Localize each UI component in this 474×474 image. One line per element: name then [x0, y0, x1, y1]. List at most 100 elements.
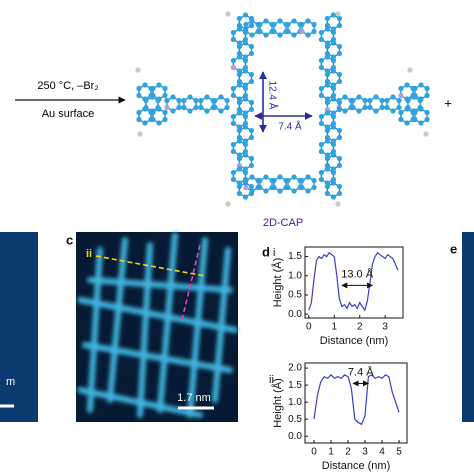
atom: [410, 116, 416, 123]
atom: [236, 99, 242, 106]
atom: [242, 194, 249, 200]
h-atom: [407, 67, 413, 73]
x-tick-label: 0: [306, 322, 312, 333]
atom: [330, 57, 337, 64]
atom: [410, 109, 416, 116]
atom: [398, 116, 404, 123]
atom: [218, 94, 224, 100]
atom: [248, 127, 255, 134]
atom: [187, 108, 193, 114]
y-tick-label: 1.0: [288, 397, 302, 408]
atom: [193, 104, 199, 111]
atom: [424, 85, 430, 92]
atom: [336, 99, 343, 106]
atom: [164, 97, 170, 104]
atom: [390, 108, 396, 114]
atom: [243, 184, 249, 191]
atom: [230, 176, 236, 183]
atom: [299, 21, 305, 28]
atom: [156, 106, 162, 112]
atom: [248, 106, 255, 113]
atom: [336, 155, 343, 162]
atom: [396, 104, 402, 111]
atom: [176, 97, 182, 104]
y-tick-label: 2.0: [288, 363, 302, 374]
atom: [230, 92, 236, 99]
x-tick-label: 0: [311, 447, 317, 458]
stm-strand: [87, 247, 103, 413]
atom: [318, 57, 324, 64]
atom: [150, 116, 156, 123]
conditions: 250 °C, –Br₂: [37, 80, 98, 92]
atom: [248, 50, 255, 57]
x-tick-label: 5: [396, 447, 402, 458]
x-tick-label: 2: [345, 447, 351, 458]
panel-sublabel: ii: [269, 374, 274, 386]
y-axis-label: Height (Å): [271, 378, 284, 428]
atom: [248, 78, 255, 85]
y-tick-label: 1.5: [288, 251, 302, 262]
atom: [236, 155, 242, 162]
atom: [212, 97, 218, 104]
atom: [336, 162, 343, 169]
atom: [263, 18, 269, 24]
atom: [348, 104, 354, 111]
h-atom: [335, 201, 341, 207]
atom: [336, 15, 343, 22]
atom: [170, 108, 176, 114]
panel-sublabel: i: [273, 247, 275, 259]
atom: [242, 57, 249, 64]
atom: [330, 180, 337, 186]
atom: [277, 188, 283, 194]
atom: [142, 82, 148, 88]
atom: [236, 190, 242, 197]
dim-label: 7.4 Å: [278, 120, 302, 133]
atom: [236, 138, 243, 144]
atom: [136, 92, 142, 99]
atom: [271, 177, 277, 184]
atom: [248, 134, 255, 141]
atom: [336, 71, 343, 78]
atom: [242, 12, 249, 18]
x-tick-label: 1: [328, 447, 334, 458]
atom: [249, 32, 255, 38]
atom: [336, 78, 343, 85]
atom: [424, 92, 430, 99]
atom: [318, 120, 324, 127]
atom: [242, 152, 249, 158]
atom: [318, 92, 324, 99]
stm-strand: [77, 387, 203, 418]
atom: [318, 176, 324, 183]
atom: [336, 190, 343, 197]
atom: [362, 97, 368, 104]
atom: [330, 152, 337, 158]
plot-frame: [304, 362, 408, 444]
atom: [348, 97, 354, 104]
profile-line: [95, 255, 206, 277]
atom: [291, 174, 297, 180]
atom: [136, 109, 142, 116]
stm-strand: [187, 237, 208, 418]
atom: [318, 36, 324, 43]
atom: [299, 184, 305, 191]
atom: [248, 71, 255, 78]
x-axis-label: Distance (nm): [322, 460, 390, 472]
atom: [342, 108, 348, 114]
stm-strand: [87, 277, 233, 293]
h-atom: [135, 67, 141, 73]
atom: [156, 120, 162, 126]
profile-line: [308, 251, 399, 312]
atom: [142, 120, 148, 126]
atom: [324, 155, 330, 162]
atom: [318, 29, 324, 36]
atom: [285, 28, 291, 35]
atom: [405, 97, 411, 104]
atom: [236, 26, 243, 32]
atom: [257, 177, 263, 184]
atom: [162, 116, 168, 123]
atom: [285, 21, 291, 28]
atom: [198, 97, 204, 104]
atom: [324, 110, 331, 116]
atom: [230, 85, 236, 92]
atom: [356, 108, 362, 114]
